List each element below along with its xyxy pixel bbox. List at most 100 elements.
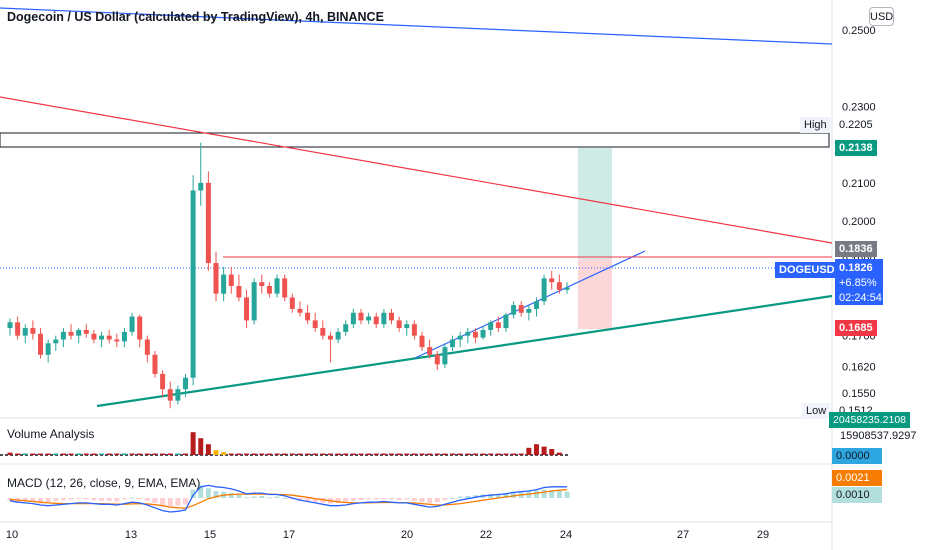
volume-bar: [221, 452, 227, 455]
volume-bar: [15, 453, 21, 455]
resistance-price-tag: 0.2138: [835, 140, 877, 156]
volume-bar: [213, 450, 219, 455]
macd-histogram-bar: [350, 498, 356, 501]
macd-histogram-bar: [556, 491, 562, 498]
volume-bar: [419, 453, 425, 455]
candle-body: [167, 389, 173, 401]
volume-bar: [488, 453, 494, 455]
macd-pane-label: MACD (12, 26, close, 9, EMA, EMA): [7, 476, 201, 490]
y-tick-label: 0.1620: [842, 361, 876, 373]
macd-histogram-bar: [373, 498, 379, 500]
x-tick-label: 22: [480, 529, 492, 541]
candle-body: [434, 354, 440, 365]
x-tick-label: 13: [125, 529, 137, 541]
candle-body: [503, 314, 509, 329]
volume-bar: [251, 453, 257, 455]
volume-bar: [60, 453, 66, 455]
candle-body: [129, 316, 135, 332]
macd-histogram-bar: [68, 498, 74, 500]
volume-bar: [503, 453, 509, 455]
candle-body: [121, 331, 127, 342]
macd-histogram-bar: [541, 489, 547, 498]
macd-histogram-bar: [83, 498, 89, 500]
last-price: 0.1826: [839, 262, 873, 274]
macd-histogram-bar: [266, 497, 272, 499]
volume-bar: [137, 453, 143, 455]
macd-line: [9, 484, 567, 513]
candle-body: [335, 331, 341, 340]
candle-body: [549, 278, 555, 283]
volume-bar: [282, 453, 288, 455]
trendline-price-tag: 0.1836: [835, 241, 877, 257]
volume-bar: [99, 453, 105, 455]
macd-histogram-bar: [404, 498, 410, 500]
macd-histogram-bar: [76, 498, 82, 499]
volume-bar: [190, 432, 196, 455]
volume-bar: [152, 453, 158, 455]
volume-bar: [76, 453, 82, 455]
macd-histogram-bar: [381, 498, 387, 499]
candle-body: [427, 347, 433, 355]
macd-histogram-bar: [160, 498, 166, 505]
candle-body: [289, 297, 295, 309]
volume-bar: [167, 453, 173, 455]
volume-bar: [381, 453, 387, 455]
volume-bar: [373, 453, 379, 455]
candle-body: [15, 322, 21, 336]
volume-bar: [68, 453, 74, 455]
candle-body: [282, 278, 288, 298]
volume-bar: [350, 453, 356, 455]
y-tick-label: 0.2300: [842, 101, 876, 113]
candle-body: [297, 308, 303, 313]
candle-body: [358, 312, 364, 321]
candle-body: [190, 190, 196, 378]
candle-body: [274, 278, 280, 294]
candle-body: [312, 320, 318, 329]
candle-body: [389, 312, 394, 321]
volume-bar: [106, 453, 112, 455]
low-label: Low: [802, 403, 831, 419]
macd-histogram-bar: [442, 498, 448, 501]
volume-bar: [404, 453, 410, 455]
macd-histogram-bar: [205, 488, 211, 498]
macd-histogram-bar: [236, 494, 242, 498]
volume-bar: [427, 453, 433, 455]
candle-body: [457, 335, 463, 340]
macd-histogram-bar: [450, 498, 456, 499]
macd-histogram-bar: [30, 498, 36, 502]
candle-body: [152, 354, 158, 374]
candle-body: [305, 312, 311, 321]
candle-body: [343, 324, 349, 332]
volume-bar: [450, 453, 456, 455]
macd-histogram-bar: [305, 498, 311, 502]
macd-histogram-bar: [129, 497, 135, 499]
volume-bar: [38, 453, 44, 455]
candle-body: [38, 333, 44, 355]
volume-bar: [541, 446, 547, 455]
volume-bar: [83, 453, 89, 455]
macd-histogram-bar: [121, 498, 127, 500]
candle-body: [213, 263, 219, 294]
macd-histogram-bar: [389, 498, 394, 500]
candle-body: [244, 297, 250, 321]
candle-body: [7, 322, 13, 329]
macd-histogram-bar: [343, 498, 349, 503]
currency-button[interactable]: USD: [869, 7, 894, 26]
candle-body: [465, 331, 471, 336]
volume-bar: [297, 453, 303, 455]
volume-bar: [556, 452, 562, 455]
last-price-box: 0.1826 +6.85% 02:24:54: [835, 259, 883, 305]
macd-histogram-bar: [457, 496, 463, 498]
resistance-box: [0, 132, 830, 148]
stop-price-tag: 0.1685: [835, 320, 877, 336]
volume-bar: [182, 453, 188, 455]
x-tick-label: 20: [401, 529, 413, 541]
macd-histogram-bar: [144, 498, 150, 501]
volume-bar: [434, 453, 440, 455]
volume-value-2: 15908537.9297: [840, 430, 917, 442]
volume-bar: [22, 453, 28, 455]
volume-bar: [480, 453, 486, 455]
candle-body: [205, 182, 211, 264]
volume-bar: [396, 453, 402, 455]
